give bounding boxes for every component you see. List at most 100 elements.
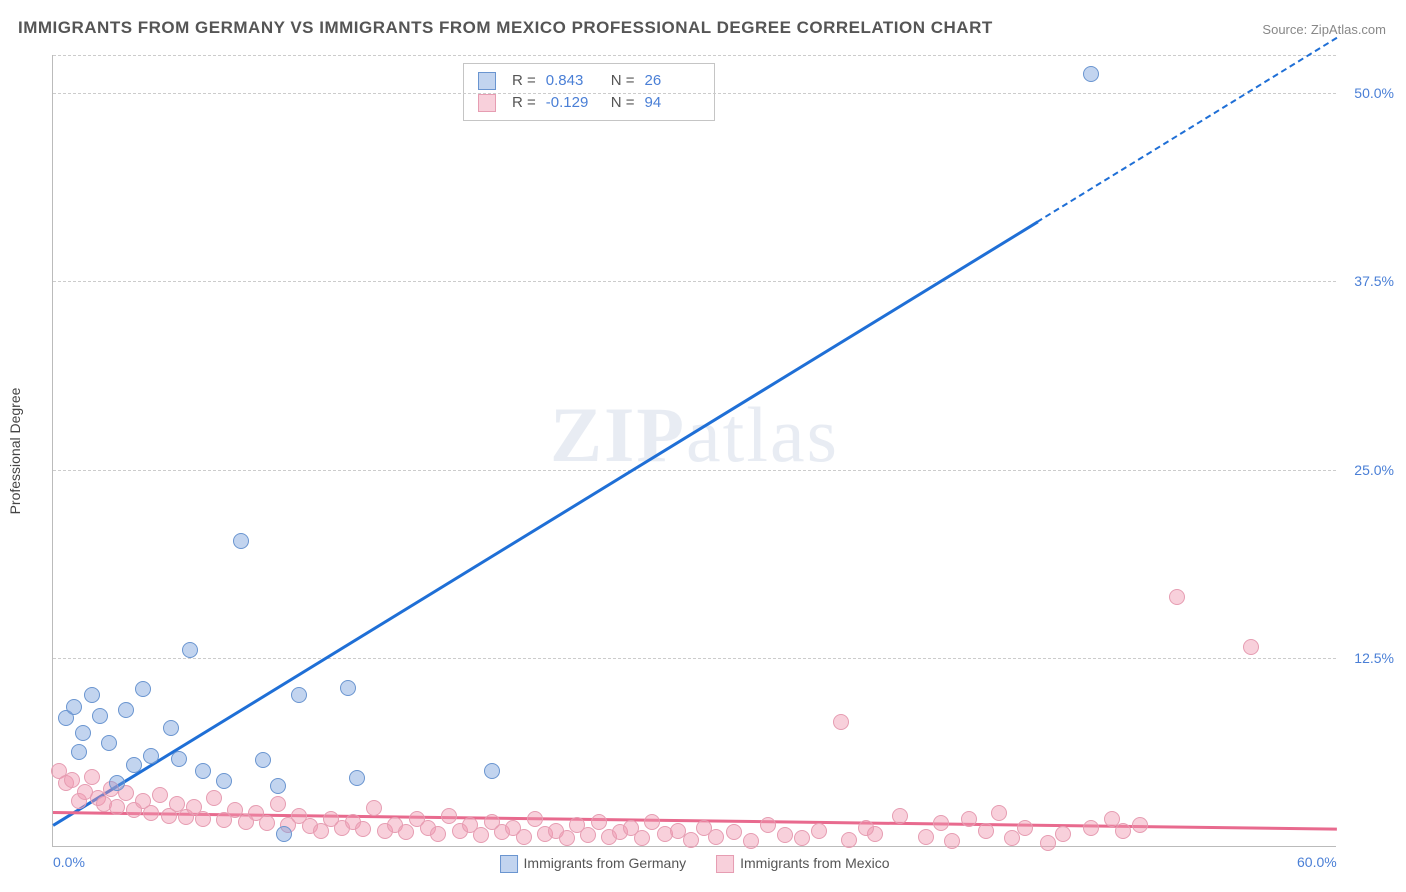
n-label: N = — [611, 92, 635, 114]
data-point — [944, 833, 960, 849]
legend-series-item: Immigrants from Mexico — [716, 855, 889, 873]
data-point — [291, 687, 307, 703]
legend-swatch — [716, 855, 734, 873]
y-axis-label: Professional Degree — [7, 387, 23, 514]
r-value: -0.129 — [546, 92, 601, 114]
y-tick-label: 50.0% — [1344, 85, 1394, 101]
n-value: 26 — [645, 70, 700, 92]
data-point — [126, 757, 142, 773]
data-point — [195, 763, 211, 779]
data-point — [109, 799, 125, 815]
watermark: ZIPatlas — [550, 390, 839, 480]
trend-line — [52, 221, 1038, 827]
data-point — [143, 748, 159, 764]
data-point — [366, 800, 382, 816]
data-point — [794, 830, 810, 846]
trend-line — [1037, 37, 1338, 223]
data-point — [1115, 823, 1131, 839]
data-point — [961, 811, 977, 827]
x-tick-label: 60.0% — [1297, 854, 1337, 870]
data-point — [591, 814, 607, 830]
legend-series-item: Immigrants from Germany — [500, 855, 687, 873]
scatter-plot: Professional Degree ZIPatlas R =0.843N =… — [52, 55, 1336, 847]
data-point — [152, 787, 168, 803]
data-point — [182, 642, 198, 658]
x-tick-label: 0.0% — [53, 854, 85, 870]
data-point — [1040, 835, 1056, 851]
data-point — [1132, 817, 1148, 833]
data-point — [1055, 826, 1071, 842]
data-point — [1243, 639, 1259, 655]
r-label: R = — [512, 70, 536, 92]
gridline — [53, 281, 1336, 282]
chart-title: IMMIGRANTS FROM GERMANY VS IMMIGRANTS FR… — [18, 18, 993, 38]
data-point — [1017, 820, 1033, 836]
data-point — [683, 832, 699, 848]
data-point — [833, 714, 849, 730]
legend-correlation-row: R =-0.129N =94 — [478, 92, 700, 114]
y-tick-label: 37.5% — [1344, 273, 1394, 289]
legend-swatch — [500, 855, 518, 873]
data-point — [75, 725, 91, 741]
data-point — [978, 823, 994, 839]
data-point — [64, 772, 80, 788]
legend-swatch — [478, 94, 496, 112]
gridline — [53, 55, 1336, 56]
data-point — [473, 827, 489, 843]
data-point — [118, 702, 134, 718]
source-link[interactable]: ZipAtlas.com — [1311, 22, 1386, 37]
source-label: Source: — [1262, 22, 1307, 37]
data-point — [270, 796, 286, 812]
data-point — [349, 770, 365, 786]
legend-series: Immigrants from Germany Immigrants from M… — [500, 855, 890, 873]
data-point — [171, 751, 187, 767]
data-point — [892, 808, 908, 824]
data-point — [441, 808, 457, 824]
legend-correlation-row: R = 0.843 N = 26 — [478, 70, 700, 92]
data-point — [163, 720, 179, 736]
data-point — [92, 708, 108, 724]
n-label: N = — [611, 70, 635, 92]
data-point — [216, 773, 232, 789]
data-point — [255, 752, 271, 768]
data-point — [430, 826, 446, 842]
data-point — [71, 744, 87, 760]
source-credit: Source: ZipAtlas.com — [1262, 22, 1386, 37]
data-point — [841, 832, 857, 848]
legend-swatch — [478, 72, 496, 90]
n-value: 94 — [645, 92, 700, 114]
data-point — [644, 814, 660, 830]
watermark-light: atlas — [686, 391, 839, 478]
data-point — [195, 811, 211, 827]
y-tick-label: 25.0% — [1344, 462, 1394, 478]
data-point — [340, 680, 356, 696]
data-point — [708, 829, 724, 845]
data-point — [84, 687, 100, 703]
data-point — [66, 699, 82, 715]
legend-series-label: Immigrants from Germany — [524, 855, 687, 871]
r-value: 0.843 — [546, 70, 601, 92]
data-point — [398, 824, 414, 840]
y-tick-label: 12.5% — [1344, 650, 1394, 666]
data-point — [259, 815, 275, 831]
gridline — [53, 93, 1336, 94]
data-point — [516, 829, 532, 845]
gridline — [53, 658, 1336, 659]
data-point — [811, 823, 827, 839]
data-point — [527, 811, 543, 827]
data-point — [580, 827, 596, 843]
data-point — [135, 681, 151, 697]
data-point — [991, 805, 1007, 821]
data-point — [276, 826, 292, 842]
data-point — [484, 763, 500, 779]
data-point — [918, 829, 934, 845]
data-point — [101, 735, 117, 751]
legend-series-label: Immigrants from Mexico — [740, 855, 889, 871]
data-point — [84, 769, 100, 785]
data-point — [726, 824, 742, 840]
data-point — [760, 817, 776, 833]
watermark-bold: ZIP — [550, 391, 686, 478]
data-point — [206, 790, 222, 806]
data-point — [355, 821, 371, 837]
data-point — [1169, 589, 1185, 605]
